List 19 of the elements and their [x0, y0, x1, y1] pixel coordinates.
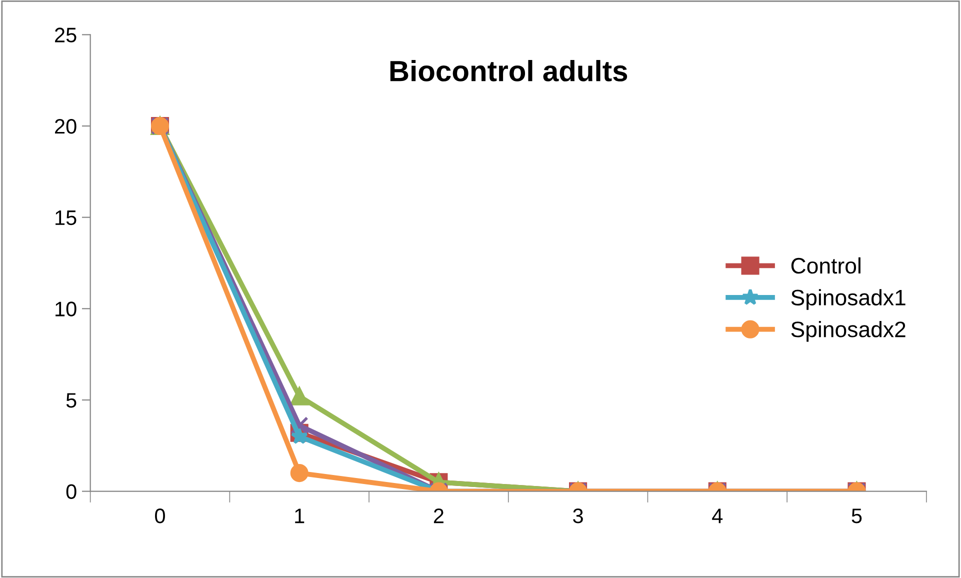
point — [290, 464, 308, 482]
y-tick-label: 15 — [56, 210, 76, 226]
point — [290, 387, 308, 406]
y-tick-label: 25 — [55, 28, 76, 42]
x-tick-label: 2 — [434, 508, 444, 524]
legend-label: Spinosadx1 — [791, 289, 906, 310]
text: Biocontrol adults — [390, 60, 628, 82]
y-tick-label: 0 — [66, 484, 76, 500]
x-tick-label: 3 — [573, 508, 583, 524]
y-tick-label: 5 — [66, 393, 76, 408]
legend-label: Spinosadx2 — [791, 320, 906, 342]
point — [290, 427, 308, 444]
x-tick-label: 4 — [712, 508, 723, 524]
x-tick-label: 0 — [155, 508, 165, 524]
legend-label: Control — [791, 257, 860, 274]
x-tick-label: 5 — [852, 508, 862, 524]
y-tick-label: 20 — [55, 119, 76, 134]
y-tick-label: 10 — [56, 302, 76, 316]
x-tick-label: 1 — [295, 508, 304, 524]
